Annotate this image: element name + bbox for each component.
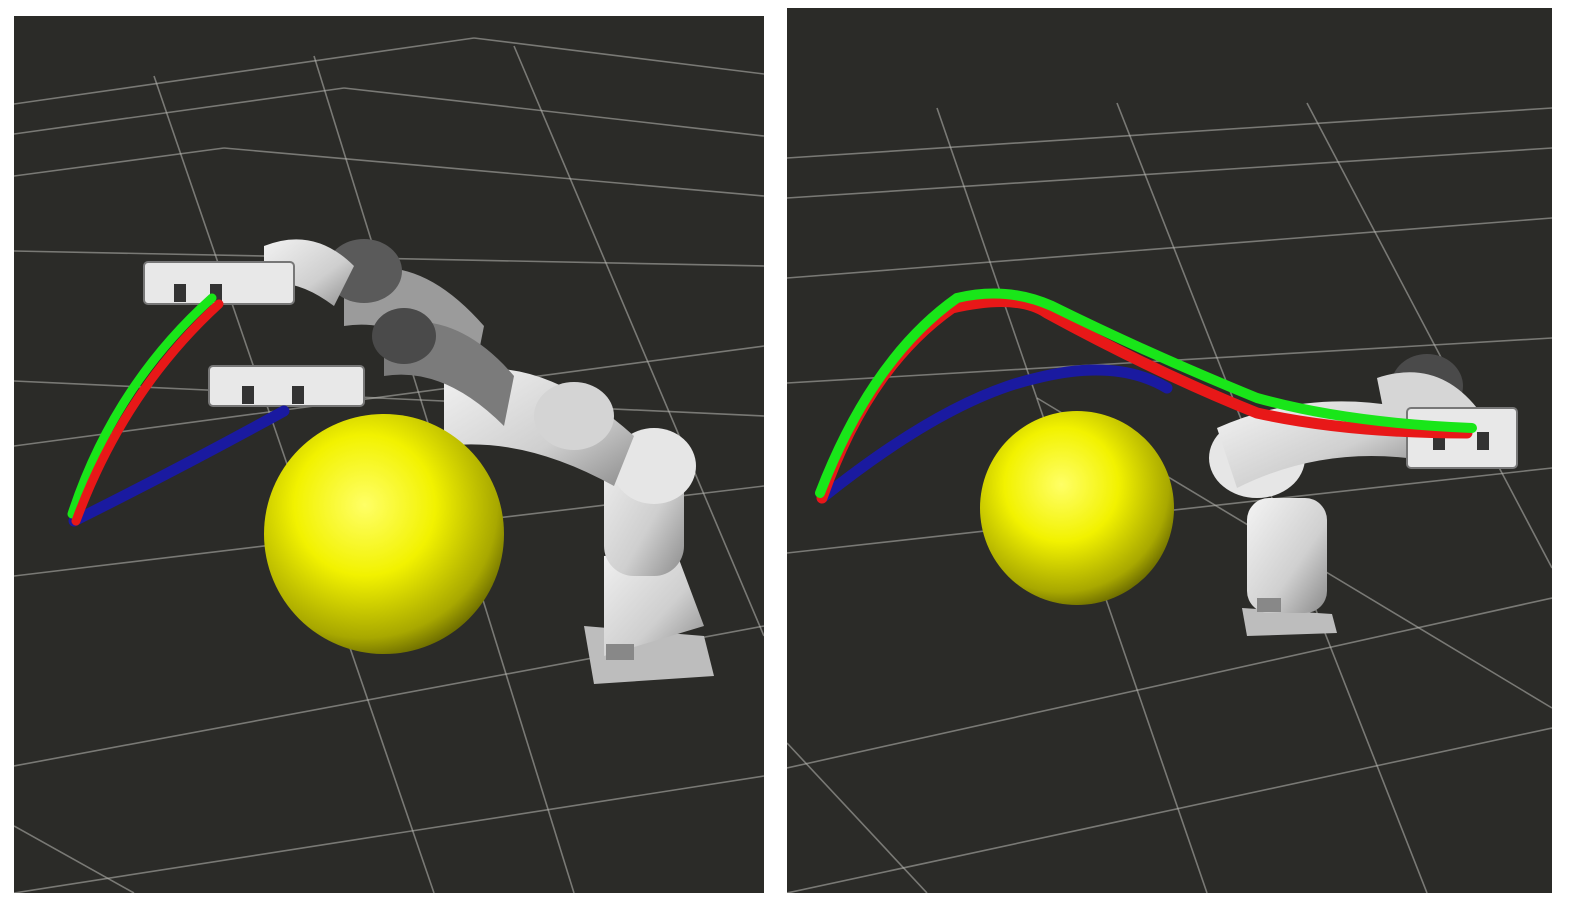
trajectories-left — [67, 293, 290, 527]
obstacle-sphere — [980, 411, 1174, 605]
trajectories-right — [815, 288, 1477, 504]
trajectory-red — [71, 299, 224, 526]
robot-arm-left — [143, 239, 714, 684]
scene-right-svg — [787, 102, 1552, 893]
scene-panel-right — [787, 8, 1552, 893]
trajectory-green — [67, 293, 217, 519]
trajectory-blue — [816, 364, 1173, 504]
obstacle-sphere — [264, 414, 504, 654]
trajectory-blue — [68, 405, 290, 527]
scene-left-svg — [14, 37, 764, 893]
scene-panel-left — [14, 16, 764, 893]
trajectory-green — [815, 288, 1477, 498]
